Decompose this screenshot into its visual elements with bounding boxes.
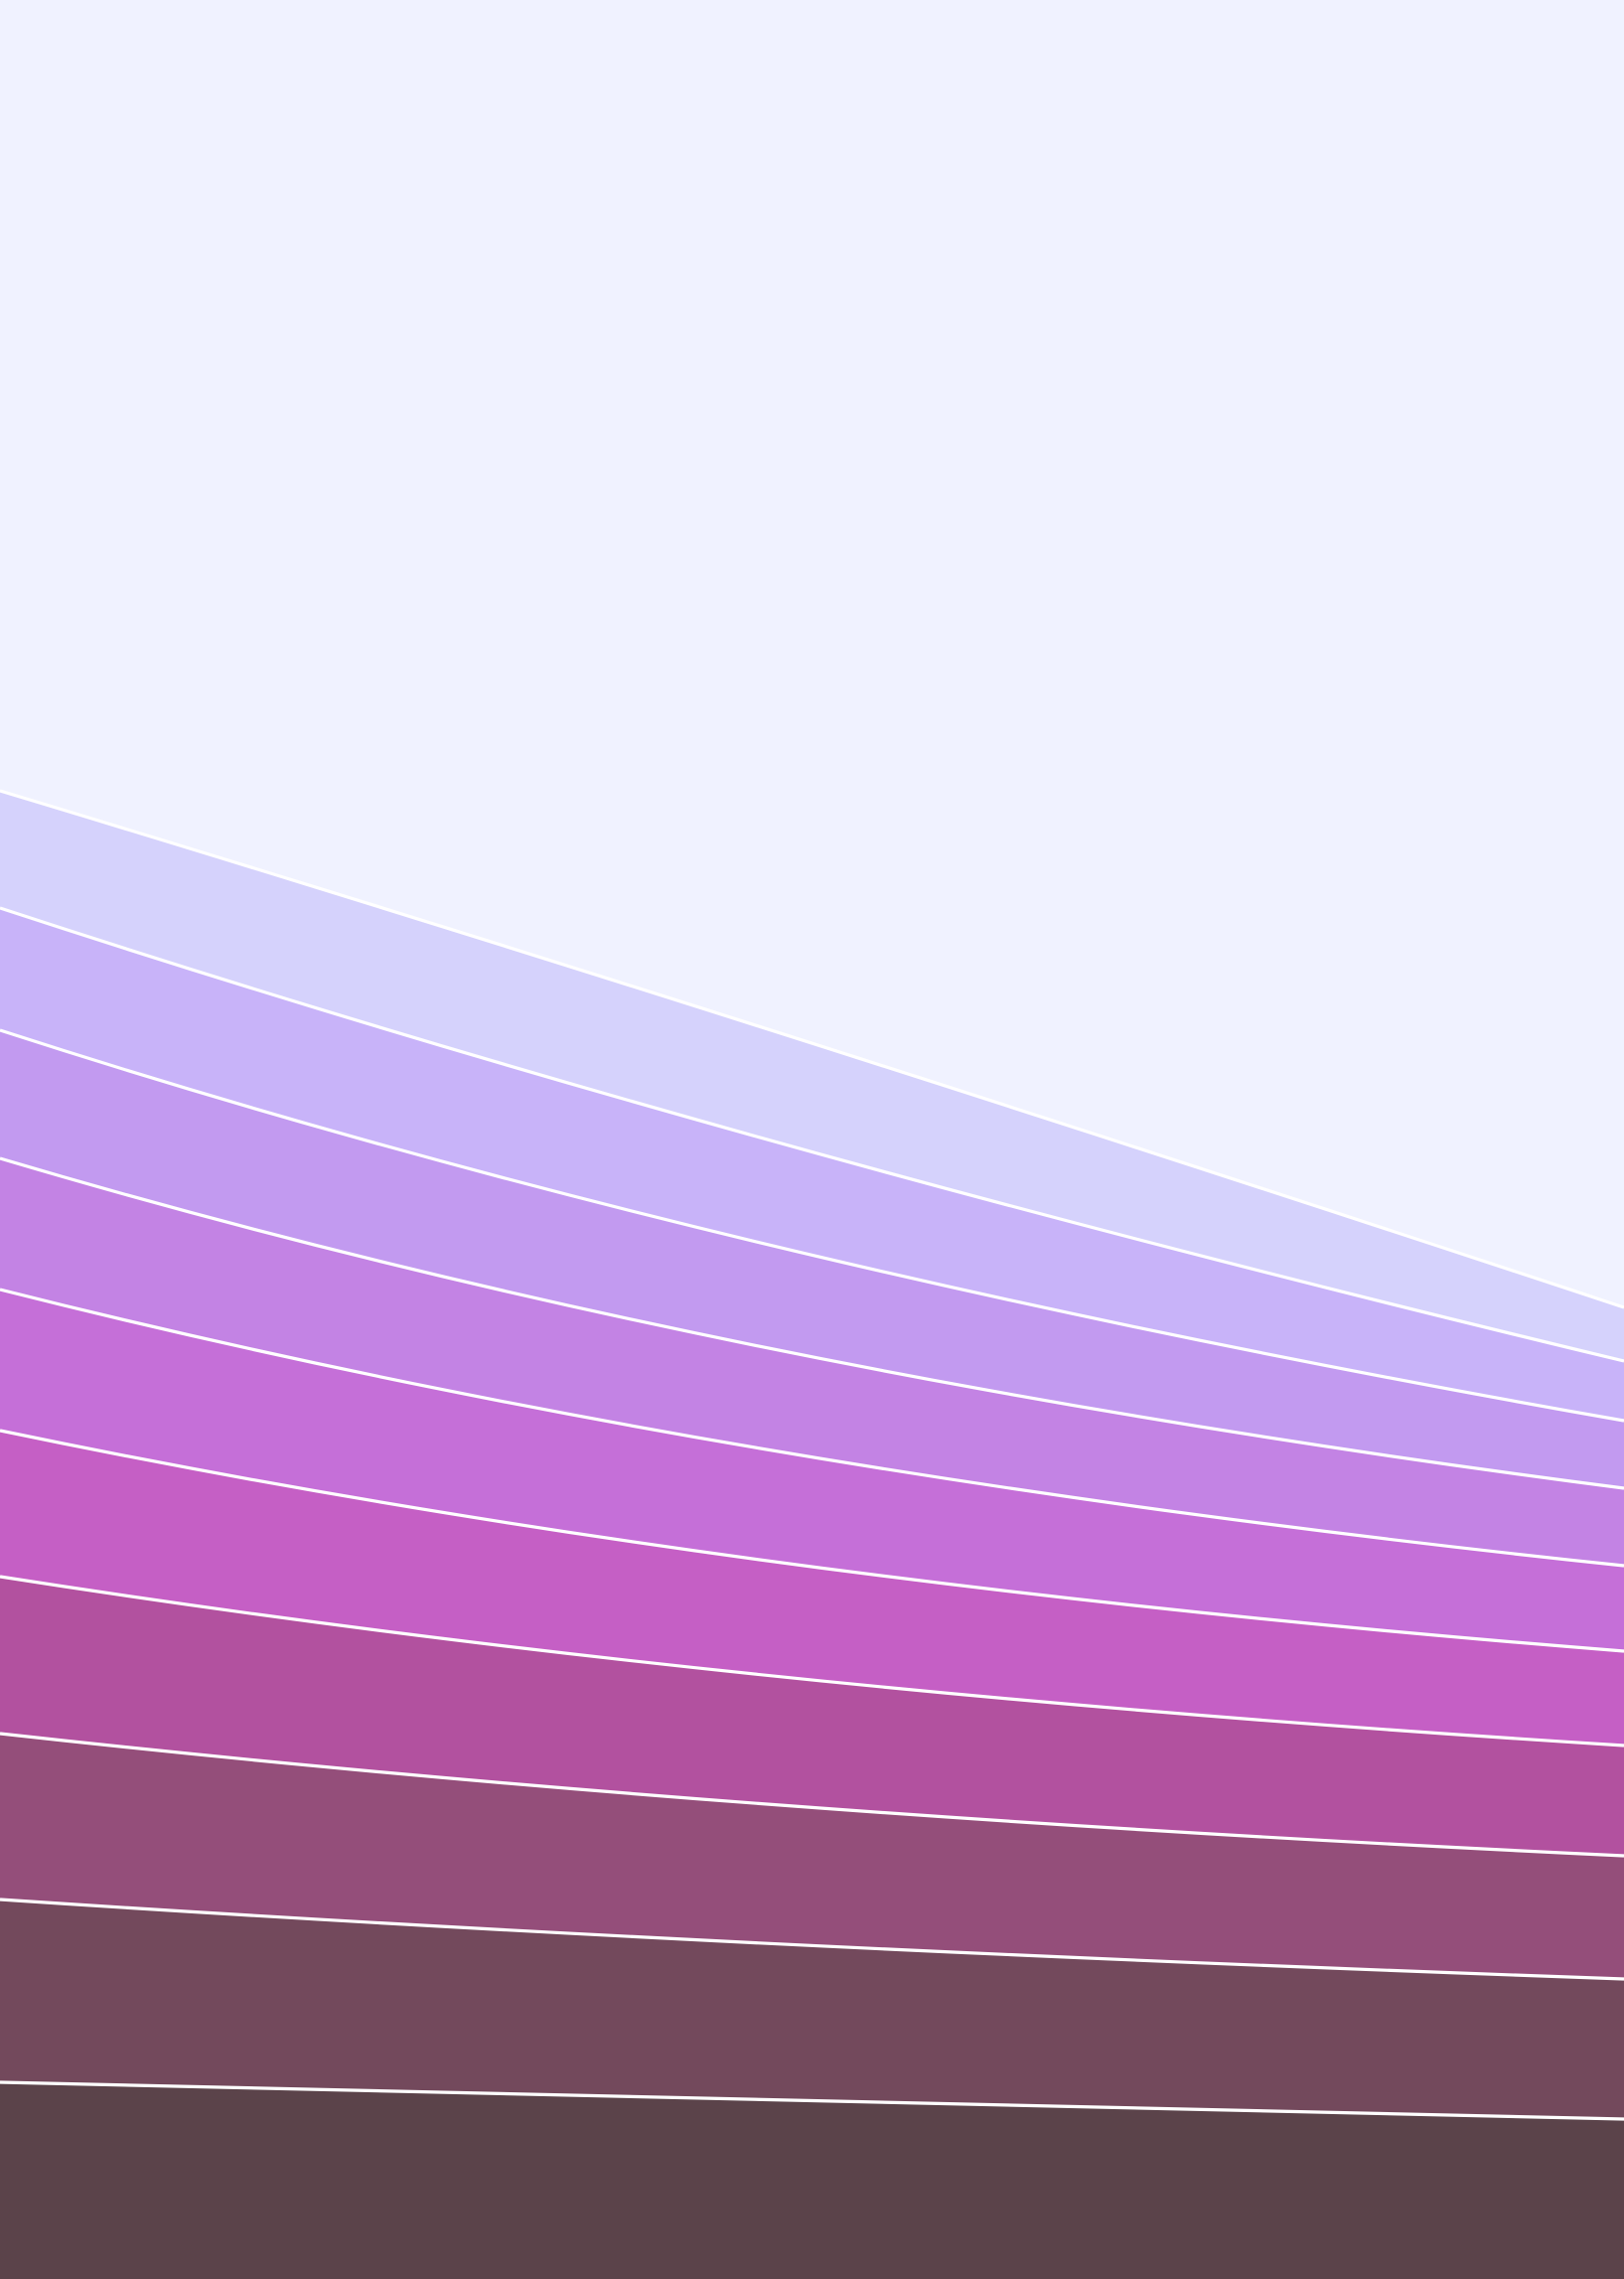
divider-line-8 [0,1732,1624,1858]
divider-line-3 [0,1028,1624,1423]
divider-line-9 [0,1898,1624,1981]
band-10 [0,2082,1624,2279]
divider-line-10 [0,2080,1624,2121]
divider-line-2 [0,906,1624,1363]
divider-line-1 [0,789,1624,1309]
divider-line-4 [0,1156,1624,1490]
color-bands [0,791,1624,2279]
divider-line-6 [0,1429,1624,1653]
divider-line-5 [0,1288,1624,1568]
divider-lines [0,789,1624,2121]
divider-line-7 [0,1575,1624,1747]
